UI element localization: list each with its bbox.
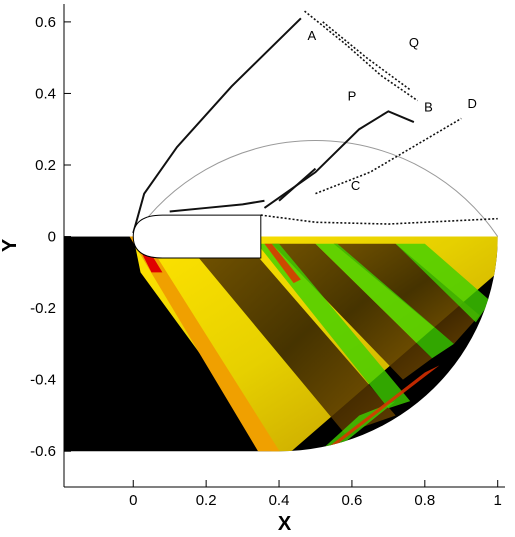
green-stripe-2 (315, 243, 454, 359)
label-d: D (468, 96, 477, 111)
shock-A (304, 10, 418, 102)
expansion-band-1 (198, 247, 396, 434)
green-stripe-1 (257, 243, 411, 409)
y-tick-label: -0.4 (30, 372, 56, 389)
label-b: B (424, 99, 433, 114)
y-axis-ticks: 0.6 0.4 0.2 0 -0.2 -0.4 -0.6 (30, 14, 71, 460)
red-streak-2 (264, 243, 301, 284)
x-tick-label: 0.2 (196, 492, 217, 509)
bow-shock (132, 17, 302, 234)
bow-shock-band (129, 236, 287, 452)
red-streak-1 (322, 365, 440, 452)
body-shape (132, 214, 262, 259)
x-tick-label: 0.6 (341, 492, 362, 509)
shock-D (315, 117, 462, 195)
y-tick-label: -0.2 (30, 300, 56, 317)
upper-shock-lines (132, 10, 498, 234)
y-axis-title: Y (0, 238, 21, 252)
y-tick-label: 0 (48, 229, 56, 246)
shock-C (278, 167, 317, 202)
inner-shock (169, 199, 265, 213)
wake-shear (260, 214, 498, 225)
x-tick-label: 1 (494, 492, 502, 509)
expansion-band-2 (271, 243, 433, 380)
y-tick-label: 0.6 (35, 14, 56, 31)
x-tick-label: 0.4 (269, 492, 290, 509)
x-tick-label: 0.8 (414, 492, 435, 509)
x-axis-ticks: 0 0.2 0.4 0.6 0.8 1 (129, 480, 502, 509)
y-tick-label: -0.6 (30, 443, 56, 460)
axes: 0 0.2 0.4 0.6 0.8 1 0.6 0.4 0.2 0 -0.2 -0.4 -0.6 (30, 4, 505, 509)
lower-contour-field (64, 236, 498, 452)
label-q: Q (409, 35, 419, 50)
x-axis-title: X (278, 513, 292, 535)
green-stripe-3 (395, 243, 491, 323)
x-tick-label: 0 (129, 492, 137, 509)
y-tick-label: 0.2 (35, 157, 56, 174)
expansion-band-3 (333, 243, 480, 344)
point-labels: A Q P B D C (307, 28, 476, 193)
shock-Q (322, 21, 411, 91)
label-c: C (351, 178, 360, 193)
upper-domain-boundary (132, 140, 499, 237)
label-p: P (348, 89, 357, 104)
label-a: A (307, 28, 316, 43)
y-tick-label: 0.4 (35, 85, 56, 102)
